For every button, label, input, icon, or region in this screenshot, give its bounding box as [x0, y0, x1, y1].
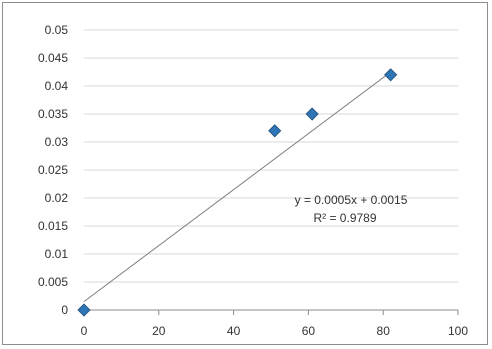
y-tick-label-0: 0 [61, 303, 68, 317]
y-tick-label-10: 0.05 [45, 23, 69, 37]
y-tick-label-1: 0.005 [38, 275, 68, 289]
x-tick-label-1: 20 [152, 324, 166, 338]
x-tick-label-3: 60 [302, 324, 316, 338]
trendline-r2: R² = 0.9789 [313, 211, 376, 225]
data-point-0 [77, 303, 91, 317]
y-tick-label-2: 0.01 [45, 247, 69, 261]
data-point-1 [268, 124, 282, 138]
x-tick-label-0: 0 [81, 324, 88, 338]
axes [83, 309, 459, 315]
x-tick-label-5: 100 [448, 324, 468, 338]
y-tick-label-5: 0.025 [38, 163, 68, 177]
y-tick-labels: 0 0.005 0.01 0.015 0.02 0.025 0.03 0.035 0.04 0.0… [38, 23, 68, 317]
chart-frame [2, 2, 488, 345]
y-tick-label-9: 0.045 [38, 51, 68, 65]
trendline [83, 74, 388, 303]
trendline-group [83, 74, 388, 303]
y-tick-label-3: 0.015 [38, 219, 68, 233]
y-tick-label-4: 0.02 [45, 191, 69, 205]
data-points [77, 68, 398, 317]
x-tick-label-2: 40 [227, 324, 241, 338]
data-point-3 [384, 68, 398, 82]
data-point-2 [305, 107, 319, 121]
y-tick-label-8: 0.04 [45, 79, 69, 93]
x-tick-label-4: 80 [377, 324, 391, 338]
x-tick-labels: 0 20 40 60 80 100 [81, 324, 469, 338]
trendline-annotation: y = 0.0005x + 0.0015 R² = 0.9789 [295, 193, 408, 225]
trendline-equation: y = 0.0005x + 0.0015 [295, 193, 408, 207]
y-tick-label-7: 0.035 [38, 107, 68, 121]
y-tick-label-6: 0.03 [45, 135, 69, 149]
gridlines [84, 29, 458, 283]
